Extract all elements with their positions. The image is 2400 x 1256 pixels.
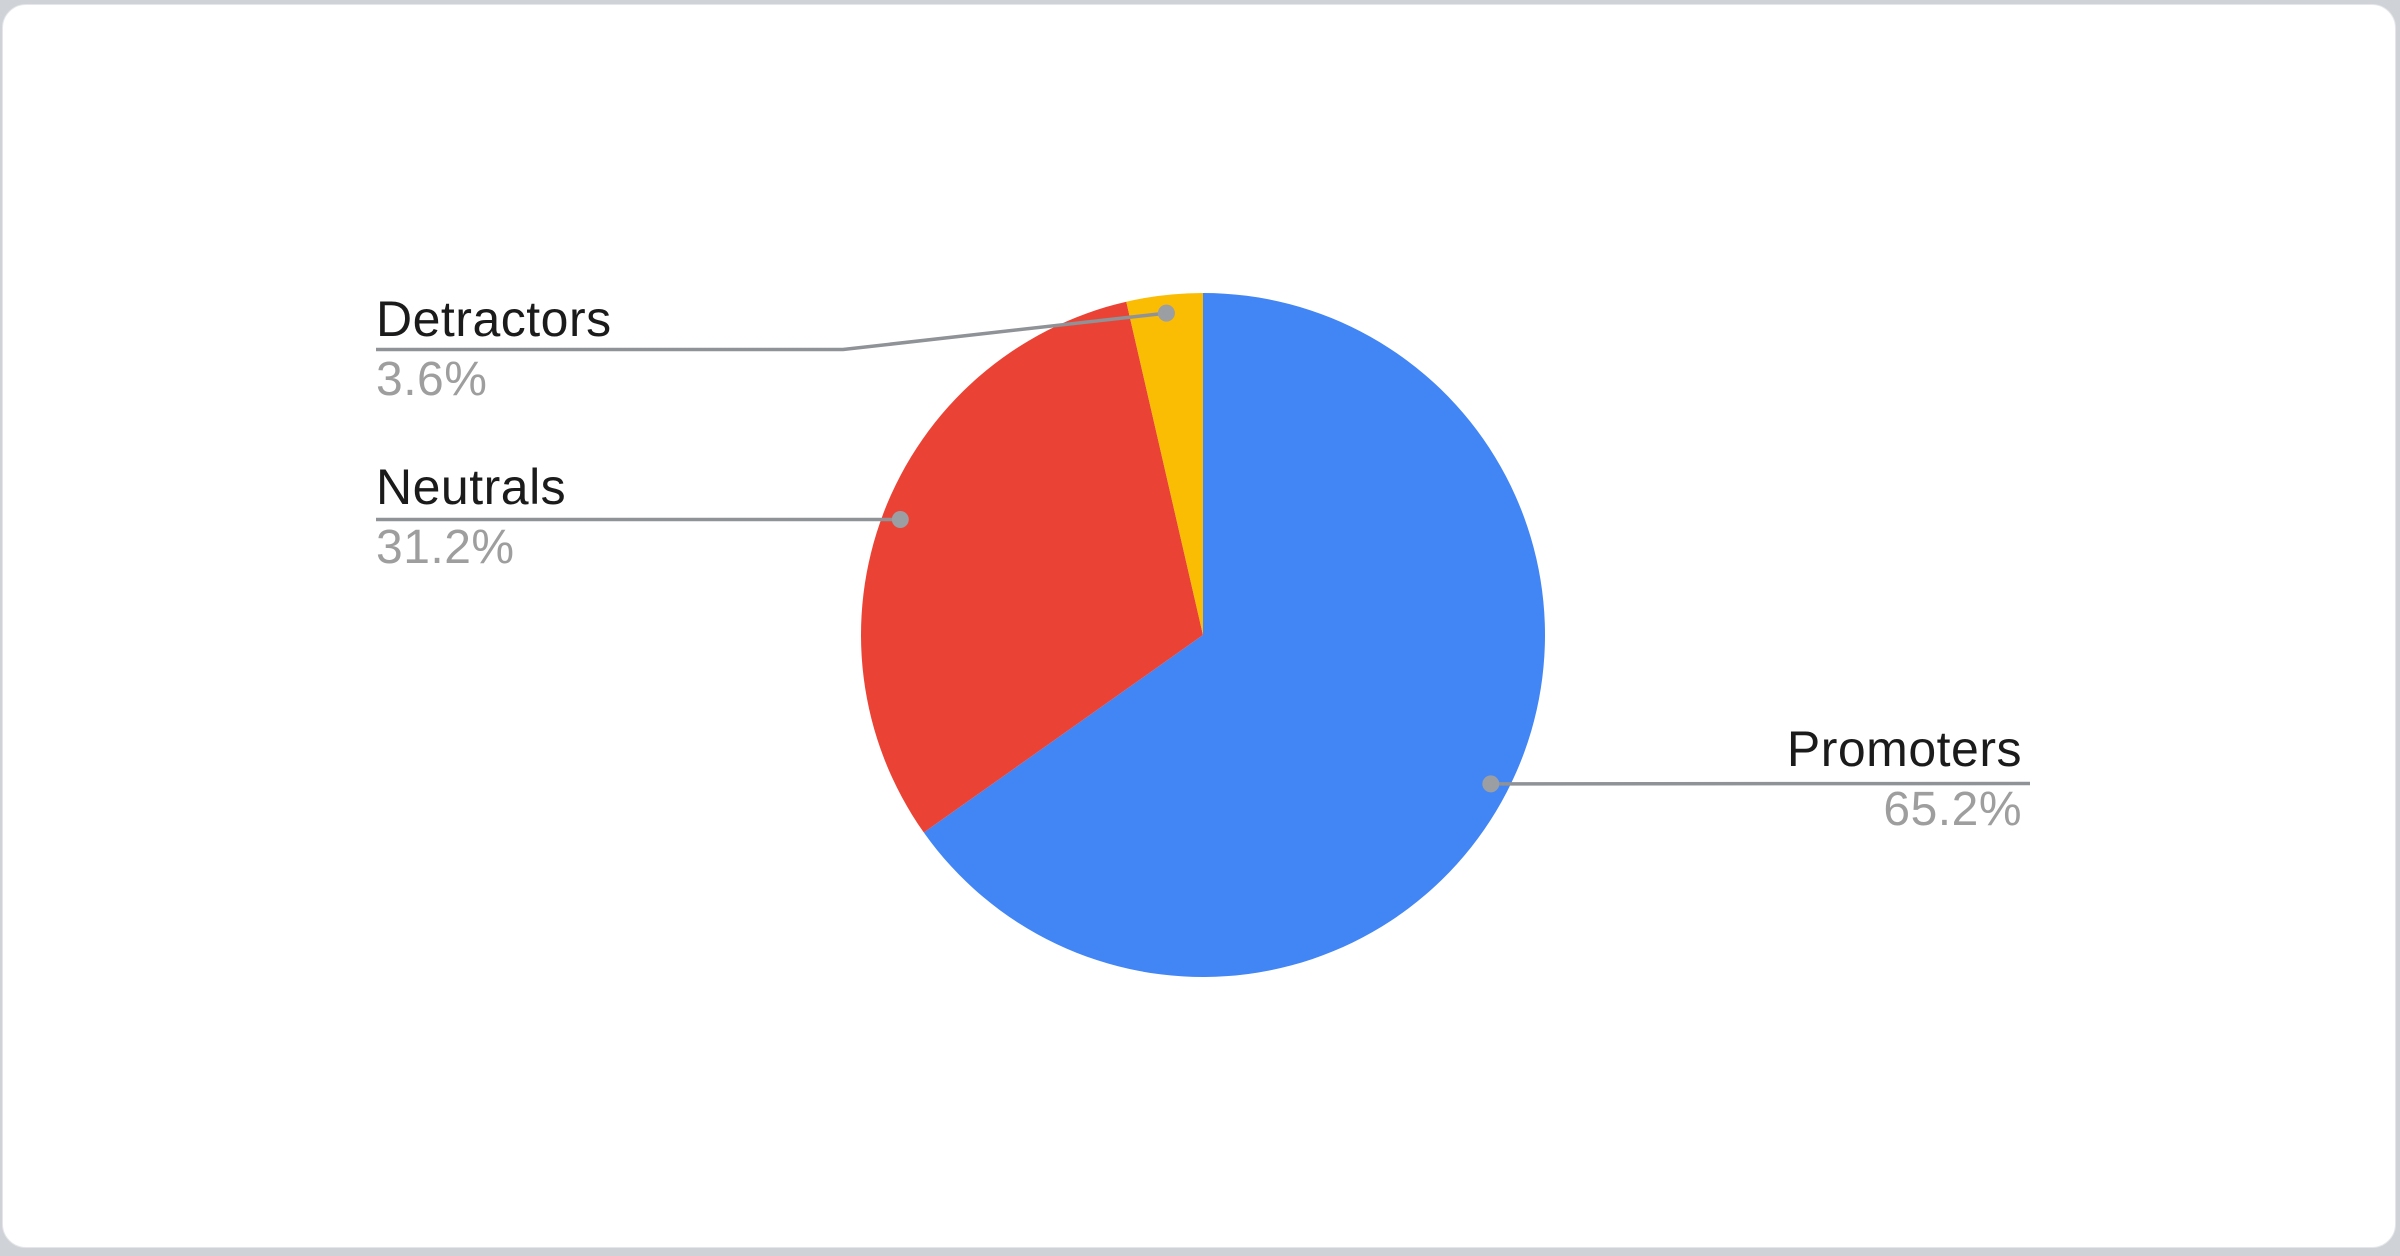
callout-neutrals: Neutrals 31.2% <box>376 457 567 574</box>
pie-slice-detractors[interactable] <box>1126 293 1203 635</box>
slice-label-promoters: Promoters <box>1786 721 2022 777</box>
pie-chart-svg <box>376 293 2031 977</box>
slice-value-neutrals: 31.2% <box>376 521 515 574</box>
callout-dot-neutrals <box>891 511 909 528</box>
chart-card: Detractors 3.6% Neutrals 31.2% Promoters… <box>2 4 2396 1248</box>
slice-value-promoters: 65.2% <box>1883 783 2022 836</box>
slice-label-detractors: Detractors <box>376 291 612 347</box>
callout-detractors: Detractors 3.6% <box>376 289 612 406</box>
leader-line-detractors <box>376 311 1167 352</box>
callout-promoters: Promoters 65.2% <box>1786 719 2022 836</box>
pie-slice-promoters[interactable] <box>923 293 1545 977</box>
slice-label-neutrals: Neutrals <box>376 459 567 515</box>
callout-dot-promoters <box>1482 775 1500 793</box>
pie-slice-neutrals[interactable] <box>860 301 1203 833</box>
slice-value-detractors: 3.6% <box>376 353 488 406</box>
callout-dot-detractors <box>1157 304 1175 322</box>
